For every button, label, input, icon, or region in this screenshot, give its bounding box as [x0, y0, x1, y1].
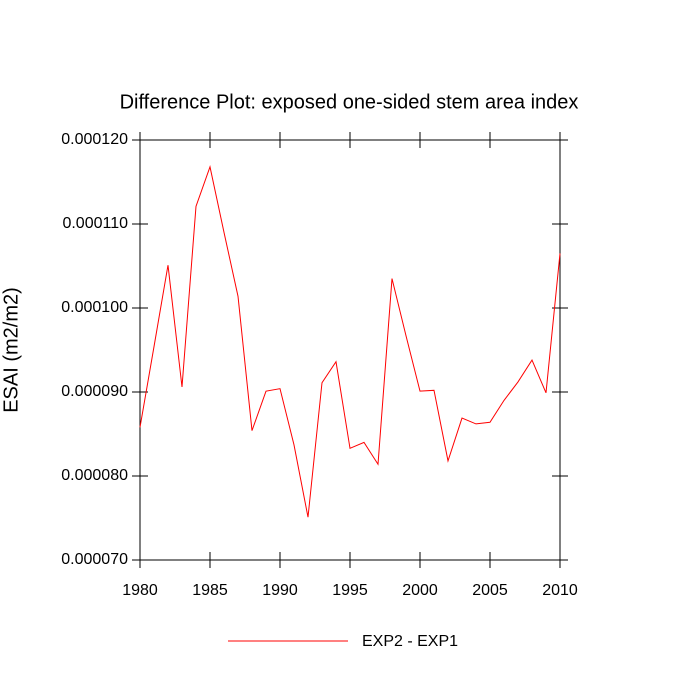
- y-tick-label: 0.000080: [61, 467, 128, 484]
- y-tick-label: 0.000070: [61, 551, 128, 568]
- x-tick-label: 2000: [402, 582, 438, 599]
- data-line: [139, 165, 561, 518]
- x-tick-label: 1995: [332, 582, 368, 599]
- x-tick-label: 1980: [122, 582, 158, 599]
- x-tick-label: 2005: [472, 582, 508, 599]
- x-tick-label: 2010: [542, 582, 578, 599]
- chart-title: Difference Plot: exposed one-sided stem …: [120, 91, 579, 113]
- plot-frame: [139, 139, 561, 561]
- legend-label: EXP2 - EXP1: [362, 633, 458, 650]
- y-tick-label: 0.000090: [61, 383, 128, 400]
- x-tick-label: 1990: [262, 582, 298, 599]
- y-tick-label: 0.000110: [62, 215, 128, 232]
- y-axis-label: ESAI (m2/m2): [0, 287, 22, 413]
- x-tick-label: 1985: [192, 582, 228, 599]
- y-tick-label: 0.000120: [61, 131, 128, 148]
- y-tick-label: 0.000100: [61, 299, 128, 316]
